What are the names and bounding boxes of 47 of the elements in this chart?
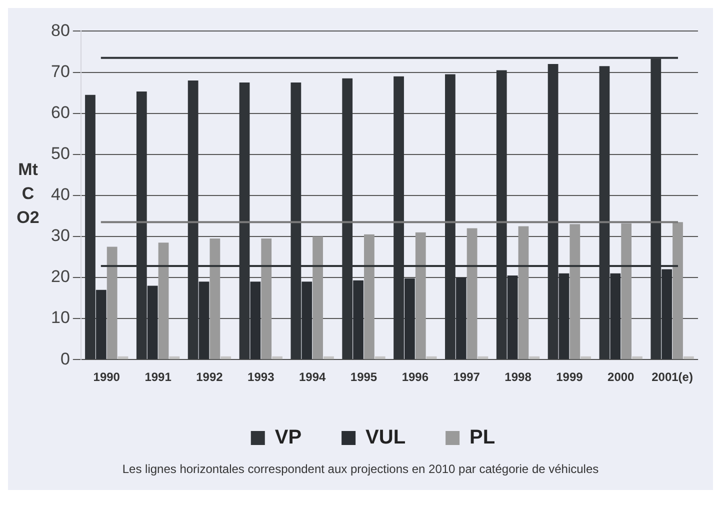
bar bbox=[518, 226, 529, 360]
x-tick-label: 1996 bbox=[402, 370, 429, 384]
x-tick-label: 2001(e) bbox=[652, 370, 693, 384]
bar bbox=[220, 356, 232, 360]
bar bbox=[210, 238, 220, 360]
legend-label: PL bbox=[470, 426, 496, 449]
bar bbox=[374, 356, 386, 360]
x-tick-label: 1995 bbox=[350, 370, 378, 384]
y-tick-label: 20 bbox=[50, 267, 70, 286]
bar bbox=[106, 246, 118, 360]
y-tick-label: 30 bbox=[50, 226, 70, 246]
bar bbox=[570, 224, 580, 360]
legend-label: VP bbox=[274, 426, 302, 449]
x-tick-label: 1997 bbox=[453, 370, 480, 384]
y-tick-label: 0 bbox=[60, 349, 70, 368]
x-tick-label: 1999 bbox=[556, 370, 584, 384]
bar bbox=[324, 356, 334, 360]
legend-label: VUL bbox=[366, 426, 406, 449]
bar bbox=[580, 356, 592, 360]
bar bbox=[312, 236, 323, 360]
bar bbox=[466, 228, 478, 360]
y-tick-label: 70 bbox=[50, 62, 70, 81]
x-tick-label: 1994 bbox=[298, 370, 326, 384]
y-axis-title: Mt C O2 bbox=[16, 159, 40, 229]
bar bbox=[169, 356, 180, 360]
x-tick-label: 1990 bbox=[93, 370, 120, 384]
x-tick-label: 2000 bbox=[608, 370, 635, 384]
bar bbox=[364, 234, 374, 360]
x-tick-label: 1991 bbox=[144, 370, 172, 384]
x-tick-label: 1992 bbox=[196, 370, 224, 384]
bar bbox=[415, 232, 426, 360]
bar bbox=[272, 356, 282, 360]
bar bbox=[261, 238, 272, 360]
bar bbox=[672, 222, 683, 360]
bar bbox=[158, 242, 169, 360]
text: Les lignes horizontales correspondent aux projections en 2010 par catégorie de véhicules bbox=[121, 461, 600, 478]
y-tick-label: 40 bbox=[50, 185, 70, 204]
y-tick-label: 10 bbox=[50, 308, 70, 328]
bar bbox=[683, 356, 694, 360]
bar bbox=[632, 356, 642, 360]
y-tick-label: 60 bbox=[50, 102, 70, 122]
x-tick-label: 1993 bbox=[248, 370, 275, 384]
y-tick-label: 50 bbox=[50, 144, 70, 164]
y-tick-label: 80 bbox=[50, 20, 70, 40]
bar bbox=[529, 356, 540, 360]
x-tick-label: 1998 bbox=[504, 370, 532, 384]
bar bbox=[621, 223, 632, 360]
